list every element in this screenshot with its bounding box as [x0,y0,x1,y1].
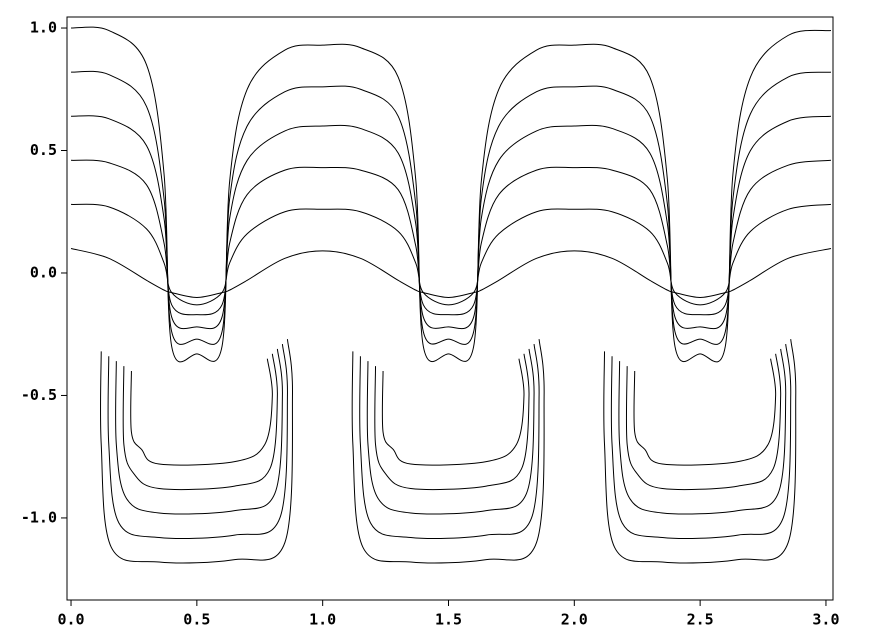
y-tick-label: 0.0 [30,263,57,281]
curve [70,115,832,330]
plot-frame [66,16,834,601]
curve [70,203,832,306]
curve [99,339,797,564]
x-tick-label: 2.5 [687,611,714,629]
x-tick-label: 0.5 [183,611,210,629]
curve [70,26,832,363]
x-tick-label: 1.5 [435,611,462,629]
x-tick-label: 2.0 [561,611,588,629]
curve [107,343,792,540]
curve [122,353,782,491]
curve [130,358,777,466]
y-tick-label: -1.0 [21,508,57,526]
x-tick-label: 3.0 [812,611,839,629]
curve [70,70,832,345]
curve [70,159,832,316]
curve [70,247,832,298]
y-tick-label: 0.5 [30,141,57,159]
y-tick-label: -0.5 [21,386,57,404]
y-tick-label: 1.0 [30,19,57,37]
x-tick-label: 1.0 [309,611,336,629]
curve [115,348,787,515]
x-tick-label: 0.0 [57,611,84,629]
